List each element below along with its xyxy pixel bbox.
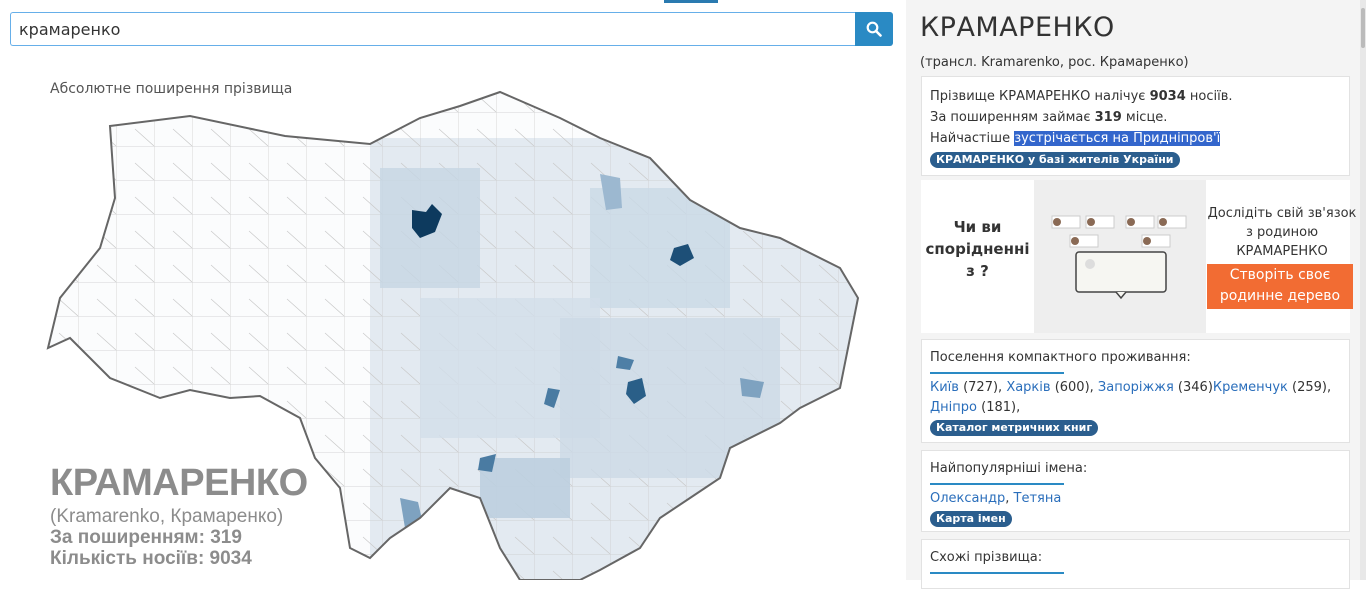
- residents-db-badge[interactable]: КРАМАРЕНКО у базі жителів України: [930, 152, 1180, 168]
- ukraine-distribution-map[interactable]: [40, 78, 870, 581]
- bearer-count: 9034: [1149, 89, 1186, 104]
- heading-underline: [930, 572, 1064, 574]
- create-tree-button[interactable]: Створіть своє родинне дерево: [1207, 264, 1353, 309]
- settlements-list: Київ (727), Харків (600), Запоріжжя (346…: [930, 380, 1332, 415]
- names-map-badge[interactable]: Карта імен: [930, 511, 1012, 527]
- active-tab-indicator: [664, 0, 718, 3]
- popular-names-card: Найпопулярніші імена: Олександр, Тетяна …: [921, 450, 1350, 532]
- map-overlay-summary: КРАМАРЕНКО (Kramarenko, Крамаренко) За п…: [50, 460, 308, 569]
- similar-surnames-card: Схожі прізвища:: [921, 539, 1350, 589]
- settlements-card: Поселення компактного проживання: Київ (…: [921, 339, 1350, 443]
- family-tree-illustration: [1034, 180, 1206, 333]
- heading-underline: [930, 483, 1064, 485]
- name-link[interactable]: Тетяна: [1013, 491, 1062, 506]
- names-heading: Найпопулярніші імена:: [930, 461, 1088, 476]
- metric-books-badge[interactable]: Каталог метричних книг: [930, 420, 1099, 436]
- overlay-count: Кількість носіїв: 9034: [50, 548, 252, 569]
- map-panel: Абсолютне поширення прізвища КРАМАРЕНКО …: [10, 12, 893, 581]
- overlay-surname: КРАМАРЕНКО: [50, 462, 308, 504]
- settlement-link[interactable]: Харків: [1006, 380, 1051, 395]
- selected-region-text[interactable]: зустрічається на Придніпров'ї: [1014, 131, 1221, 146]
- settlement-link[interactable]: Кременчук: [1212, 380, 1288, 395]
- search-icon: [866, 21, 882, 37]
- overlay-rank: За поширенням: 319: [50, 527, 242, 548]
- name-link[interactable]: Олександр: [930, 491, 1006, 506]
- promo-question: Чи ви спорідненні з ?: [925, 218, 1030, 280]
- overlay-translit: (Kramarenko, Крамаренко): [50, 506, 284, 527]
- similar-heading: Схожі прізвища:: [930, 550, 1043, 565]
- stats-card: Прізвище КРАМАРЕНКО налічує 9034 носіїв.…: [921, 76, 1350, 176]
- settlement-link[interactable]: Київ: [930, 380, 959, 395]
- map-caption: Абсолютне поширення прізвища: [50, 81, 293, 97]
- search-button[interactable]: [855, 12, 893, 46]
- search-input[interactable]: [10, 12, 856, 46]
- stats-rank-line: За поширенням займає 319 місце.: [930, 110, 1168, 125]
- scrollbar[interactable]: [1360, 0, 1366, 580]
- promo-explore-text: Дослідіть свій зв'язок з родиною КРАМАРЕ…: [1207, 206, 1357, 259]
- settlement-link[interactable]: Запоріжжя: [1097, 380, 1174, 395]
- info-panel: КРАМАРЕНКО (трансл. Kramarenko, рос. Кра…: [906, 0, 1366, 589]
- stats-count-line: Прізвище КРАМАРЕНКО налічує 9034 носіїв.: [930, 89, 1233, 104]
- names-list: Олександр, Тетяна: [930, 491, 1062, 506]
- settlements-heading: Поселення компактного проживання:: [930, 350, 1191, 365]
- family-tree-promo: Чи ви спорідненні з ? Дослідіть свій зв'…: [921, 180, 1356, 333]
- heading-underline: [930, 372, 1064, 374]
- search-bar: [10, 12, 893, 46]
- stats-region-line: Найчастіше зустрічається на Придніпров'ї: [930, 131, 1221, 146]
- surname-title: КРАМАРЕНКО: [920, 12, 1115, 43]
- settlement-link[interactable]: Дніпро: [930, 400, 977, 415]
- surname-translit: (трансл. Kramarenko, рос. Крамаренко): [920, 55, 1189, 70]
- rank-value: 319: [1094, 110, 1122, 125]
